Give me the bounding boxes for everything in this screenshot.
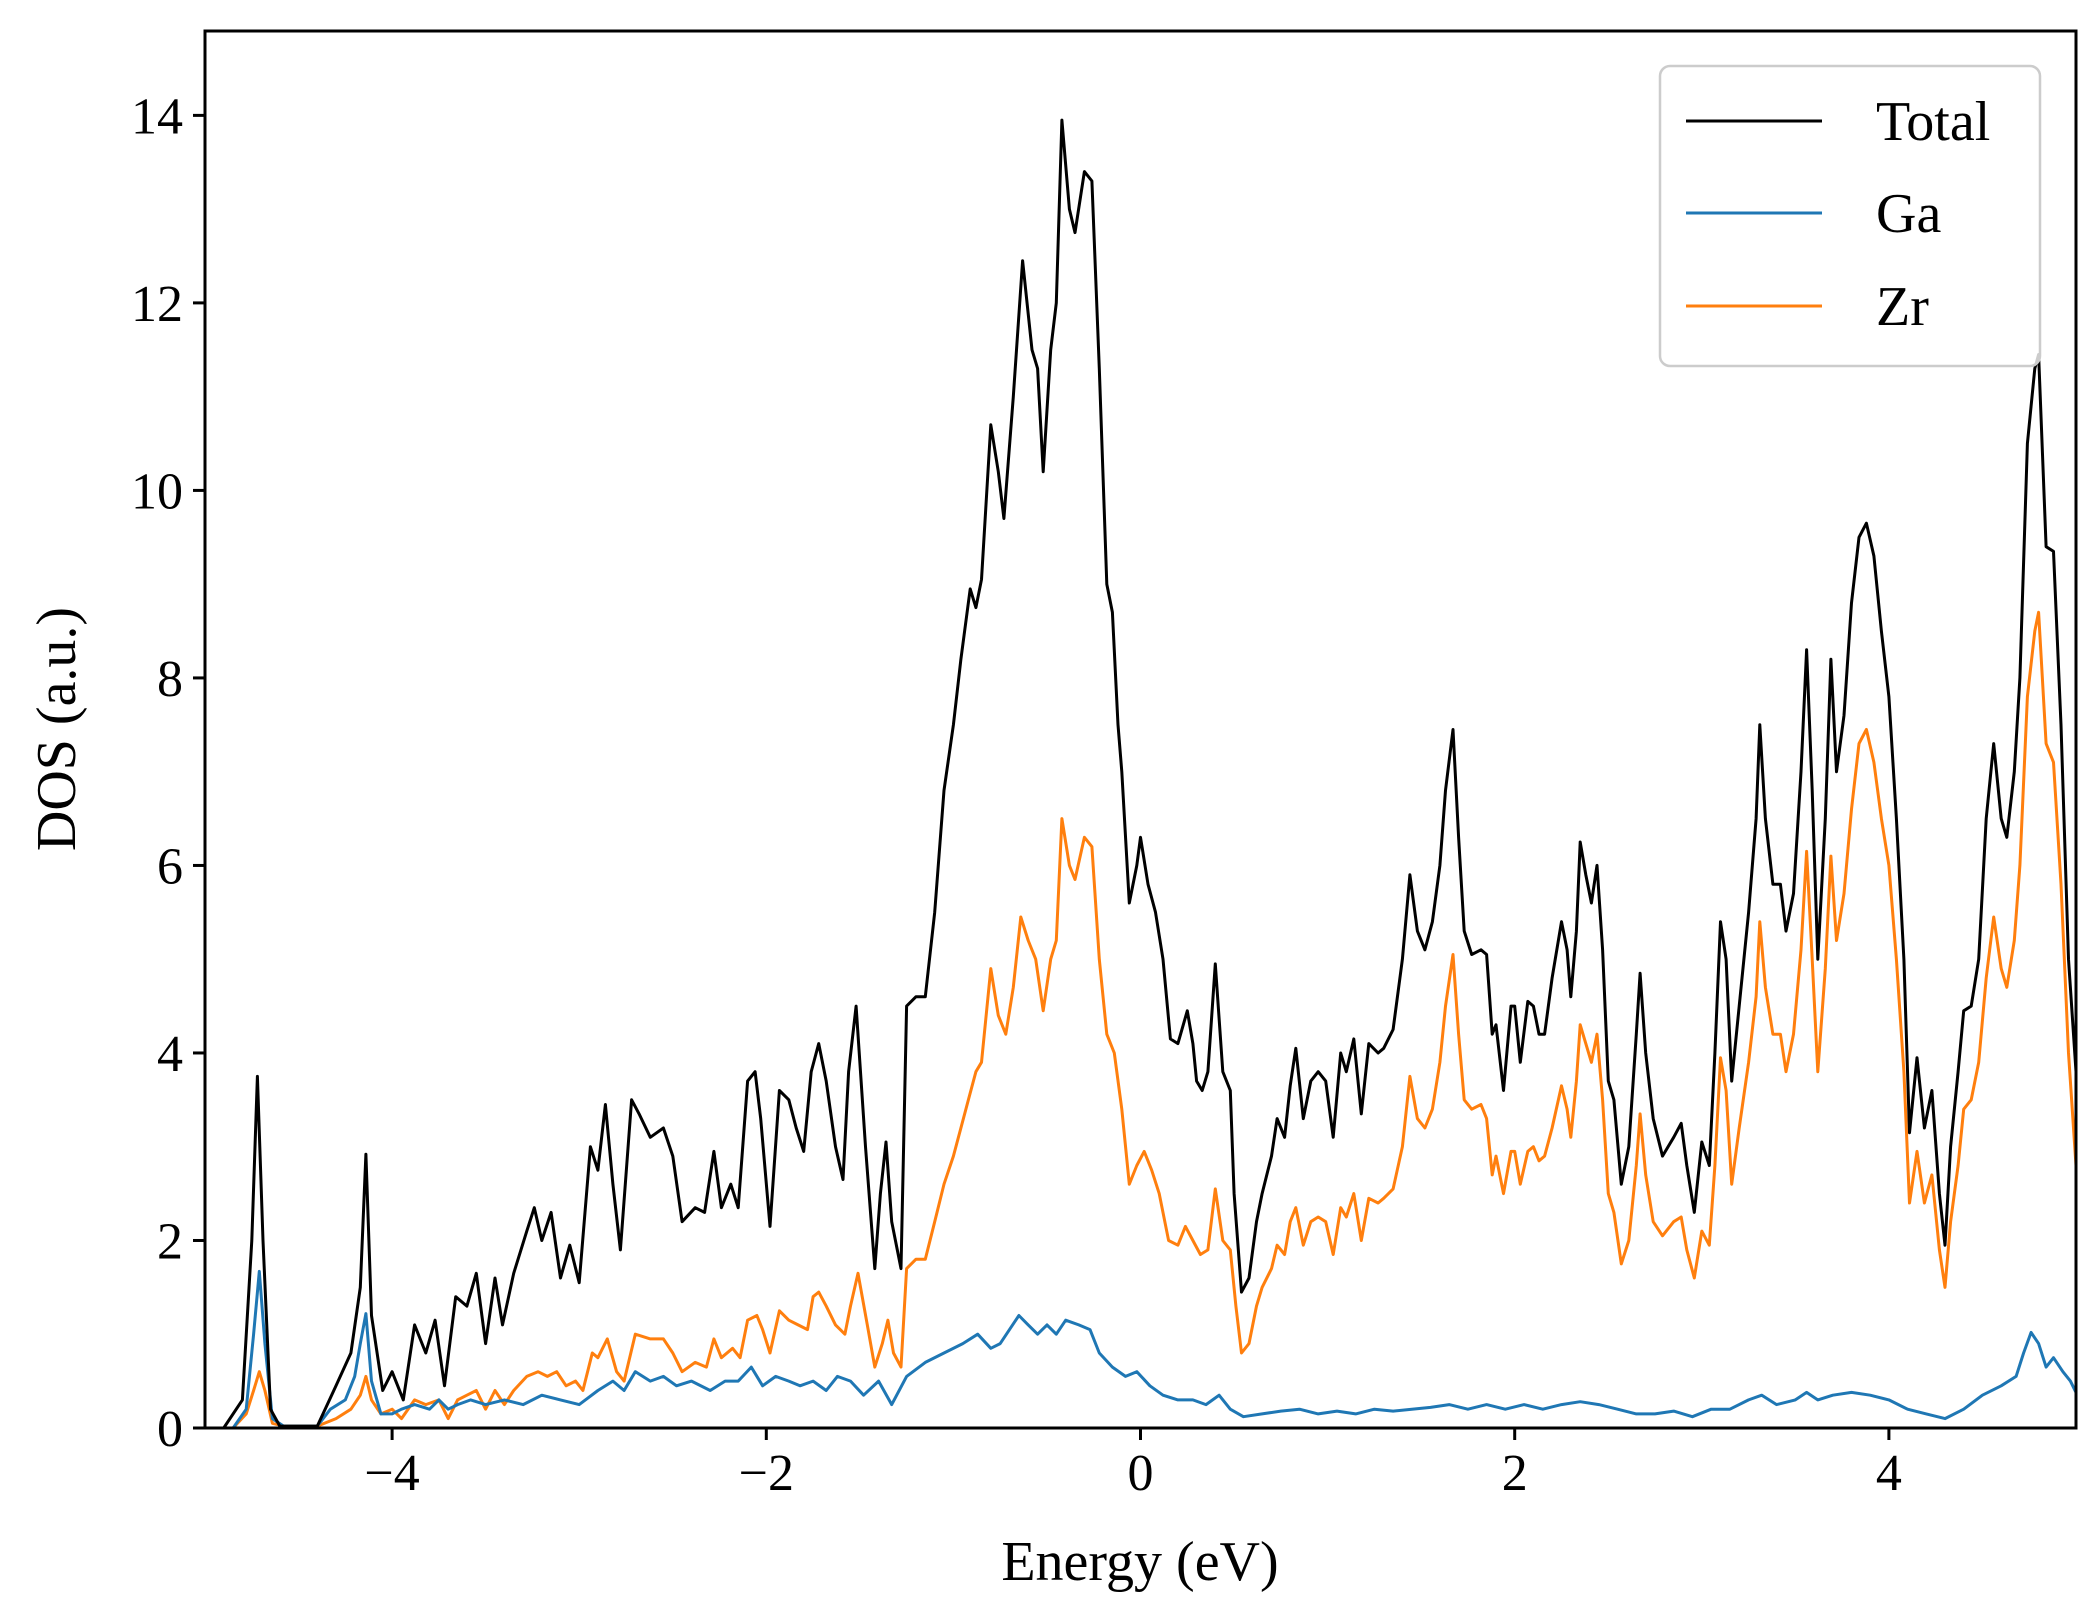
y-tick-label: 10 xyxy=(131,463,183,520)
series-line-total xyxy=(205,118,2078,1430)
y-tick-label: 0 xyxy=(157,1401,183,1458)
y-tick-label: 4 xyxy=(157,1026,183,1083)
plot-frame xyxy=(203,29,2078,1430)
x-tick-label: −2 xyxy=(739,1445,794,1502)
x-axis-label: Energy (eV) xyxy=(1001,1531,1278,1593)
y-tick-label: 14 xyxy=(131,88,183,145)
x-tick-label: −4 xyxy=(364,1445,419,1502)
y-axis-label: DOS (a.u.) xyxy=(26,607,88,851)
legend-label-zr: Zr xyxy=(1876,276,1929,338)
y-tick-label: 2 xyxy=(157,1213,183,1270)
series-line-zr xyxy=(205,610,2078,1430)
y-tick-label: 8 xyxy=(157,651,183,708)
y-tick-label: 12 xyxy=(131,276,183,333)
axis-ticks: −4 −2 0 2 4 0 2 4 6 8 10 12 14 xyxy=(131,88,1902,1502)
legend-label-total: Total xyxy=(1876,91,1990,153)
x-tick-label: 0 xyxy=(1128,1445,1154,1502)
legend-label-ga: Ga xyxy=(1876,183,1941,245)
series-line-ga xyxy=(205,1269,2078,1430)
plot-lines xyxy=(205,118,2078,1430)
y-tick-label: 6 xyxy=(157,838,183,895)
x-tick-label: 4 xyxy=(1876,1445,1902,1502)
legend-box xyxy=(1658,64,2042,368)
legend: Total Ga Zr xyxy=(1658,64,2042,368)
x-tick-label: 2 xyxy=(1502,1445,1528,1502)
